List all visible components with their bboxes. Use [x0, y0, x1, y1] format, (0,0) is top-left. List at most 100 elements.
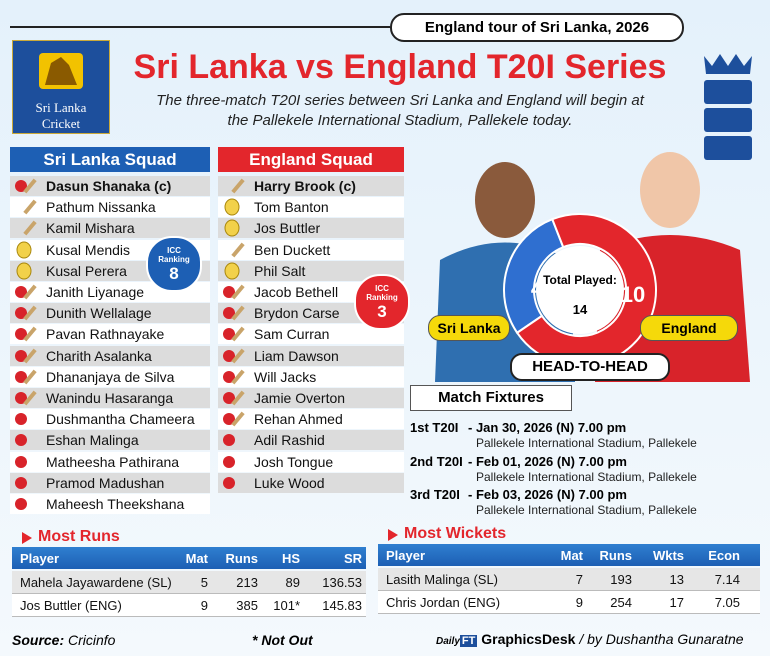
bat [23, 199, 37, 215]
bat [23, 348, 37, 364]
table-cell: Chris Jordan (ENG) [386, 595, 501, 610]
column-header: Econ [708, 548, 740, 563]
table-cell: 17 [669, 595, 684, 610]
squad-title: Sri Lanka Squad [10, 147, 210, 172]
player-name: Jamie Overton [254, 390, 346, 406]
bat [231, 178, 245, 194]
player-row: Dasun Shanaka (c) [10, 176, 210, 196]
fixtures-title: Match Fixtures [410, 385, 572, 411]
player-row: Liam Dawson [218, 345, 404, 366]
table-cell: 213 [236, 575, 258, 590]
bat [23, 305, 37, 321]
player-row: Adil Rashid [218, 430, 404, 451]
player-name: Adil Rashid [254, 432, 325, 449]
fixture-venue: Pallekele International Stadium, Palleke… [476, 436, 697, 450]
ball [15, 286, 27, 298]
player-row: Pramod Madushan [10, 472, 210, 493]
player-row: Tom Banton [218, 197, 404, 218]
player-row: Harry Brook (c) [218, 176, 404, 196]
ranking-label: ICC Ranking [158, 246, 190, 264]
player-name: Ben Duckett [254, 241, 331, 258]
eng-wins: 10 [621, 282, 645, 307]
player-name: Charith Asalanka [46, 347, 152, 364]
player-name: Wanindu Hasaranga [46, 390, 174, 406]
sl-pill: Sri Lanka [428, 315, 510, 341]
player-row: Will Jacks [218, 366, 404, 387]
ball [223, 476, 235, 489]
player-name: Kamil Mishara [46, 220, 135, 237]
table-cell: 385 [236, 598, 258, 613]
fixture-date: - Feb 03, 2026 (N) 7.00 pm [468, 487, 627, 502]
role-icon [223, 369, 245, 385]
role-icon [223, 411, 245, 427]
player-name: Pramod Madushan [46, 474, 165, 491]
bat [231, 326, 245, 342]
player-name: Brydon Carse [254, 305, 340, 322]
bat [231, 369, 245, 385]
player-row: Ben Duckett [218, 239, 404, 260]
table-cell: 7 [575, 572, 583, 587]
player-row: Dushmantha Chameera [10, 409, 210, 430]
logo-line: Cricket [41, 116, 81, 131]
table-row [12, 571, 366, 594]
ball [15, 180, 27, 192]
role-icon [15, 348, 37, 364]
glove [16, 262, 32, 280]
player-name: Luke Wood [254, 474, 325, 491]
role-icon [223, 348, 245, 364]
ball [15, 370, 27, 383]
role-icon [15, 413, 27, 426]
player-row: Sam Curran [218, 324, 404, 345]
subtitle: The three-match T20I series between Sri … [156, 92, 644, 109]
table-cell: Lasith Malinga (SL) [386, 572, 498, 587]
role-icon [23, 220, 37, 236]
ball [223, 286, 235, 298]
bat [23, 178, 37, 194]
player-row: Charith Asalanka [10, 345, 210, 366]
ball [15, 349, 27, 362]
bat [231, 390, 245, 406]
bat [231, 411, 245, 427]
ranking-label: ICC Ranking [366, 284, 398, 302]
table-title: Most Wickets [404, 525, 507, 542]
fixture-date: - Feb 01, 2026 (N) 7.00 pm [468, 453, 627, 469]
ball [223, 392, 235, 404]
player-row: Eshan Malinga [10, 430, 210, 451]
player-name: Phil Salt [254, 262, 306, 279]
ball [223, 370, 235, 383]
player-name: Sam Curran [254, 326, 330, 343]
player-name: Matheesha Pathirana [46, 453, 180, 470]
logo-a: Daily [436, 636, 460, 647]
footer: Source: Cricinfo [12, 632, 115, 648]
player-row: Matheesha Pathirana [10, 451, 210, 472]
table-cell: 145.83 [322, 598, 362, 613]
role-icon [224, 198, 240, 216]
player-row: Josh Tongue [218, 451, 404, 472]
player-name: Pathum Nissanka [46, 199, 156, 216]
table-cell: 136.53 [322, 575, 362, 590]
ranking-badge: ICC Ranking 8 [146, 236, 202, 292]
column-header: Player [20, 551, 60, 566]
bat [231, 305, 245, 321]
role-icon [16, 241, 32, 259]
player-name: Rehan Ahmed [254, 411, 343, 428]
ball [15, 455, 27, 468]
player-name: Eshan Malinga [46, 432, 139, 449]
role-icon [15, 326, 37, 342]
ball [15, 498, 27, 510]
fixture-venue: Pallekele International Stadium, Palleke… [476, 503, 697, 517]
role-icon [15, 390, 37, 406]
bat [231, 284, 245, 300]
h2h-pill: HEAD-TO-HEAD [510, 353, 670, 381]
player-name: Liam Dawson [254, 347, 339, 364]
ranking-value: 3 [377, 302, 387, 321]
role-icon [223, 284, 245, 300]
role-icon [224, 219, 240, 237]
squad-title: England Squad [218, 147, 404, 172]
ball [15, 434, 27, 447]
tour-pill: England tour of Sri Lanka, 2026 [390, 13, 684, 42]
fixture-date: - Jan 30, 2026 (N) 7.00 pm [468, 420, 627, 435]
ball [15, 392, 27, 404]
role-icon [223, 434, 235, 447]
role-icon [15, 498, 27, 510]
